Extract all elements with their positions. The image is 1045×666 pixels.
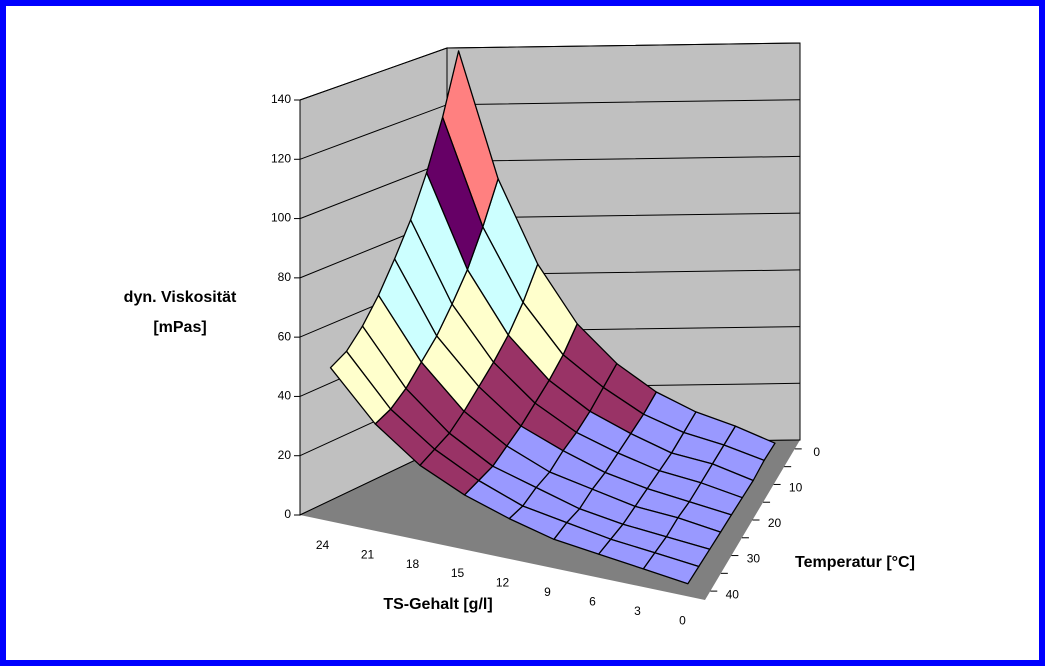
z-tick-label: 40 [278, 389, 292, 403]
x-tick-label: 6 [589, 595, 596, 609]
z-tick-label: 140 [271, 92, 291, 106]
x-tick-label: 12 [496, 576, 510, 590]
grid-line [299, 42, 801, 101]
depth-tick-label: 0 [813, 445, 820, 459]
z-axis-label: [mPas] [153, 319, 206, 336]
x-axis-label: TS-Gehalt [g/l] [383, 596, 492, 613]
surface-cell [329, 350, 392, 425]
depth-tick-label: 20 [768, 516, 782, 530]
x-tick-label: 24 [316, 538, 330, 552]
x-tick-label: 15 [451, 566, 465, 580]
x-tick-label: 21 [361, 547, 375, 561]
depth-axis-label: Temperatur [°C] [795, 554, 915, 571]
z-tick-label: 80 [278, 270, 292, 284]
z-axis-label: dyn. Viskosität [124, 289, 237, 306]
z-tick-label: 100 [271, 211, 291, 225]
depth-tick-label: 30 [747, 552, 761, 566]
x-tick-label: 9 [544, 585, 551, 599]
z-tick-label: 120 [271, 151, 291, 165]
x-tick-label: 18 [406, 557, 420, 571]
depth-tick-label: 10 [789, 481, 803, 495]
z-tick-label: 0 [284, 507, 291, 521]
x-tick-label: 0 [679, 613, 686, 627]
x-tick-label: 3 [634, 604, 641, 618]
z-tick-label: 60 [278, 329, 292, 343]
depth-tick-label: 40 [726, 587, 740, 601]
z-tick-label: 20 [278, 448, 292, 462]
